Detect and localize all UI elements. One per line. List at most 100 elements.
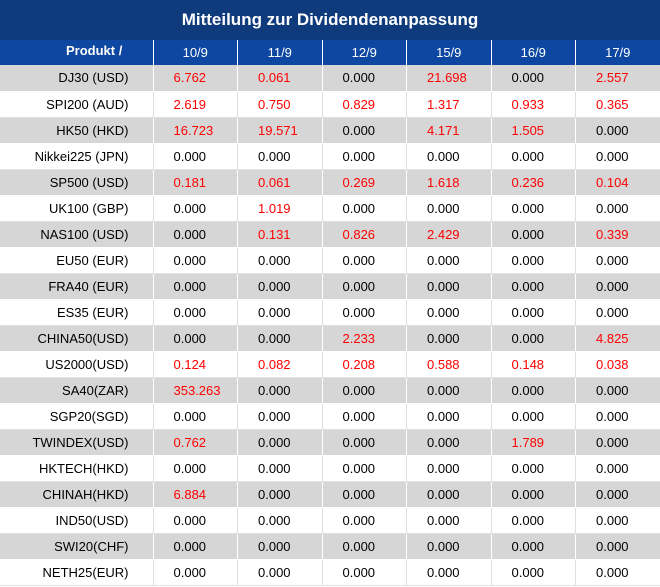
- table-body: DJ30 (USD) 6.762 0.061 0.000 21.698 0.000 2.55…: [0, 65, 660, 586]
- product-name: EU50 (EUR): [0, 247, 154, 274]
- dividend-value: 21.698: [406, 65, 492, 92]
- header-date: 15/9: [406, 40, 492, 65]
- dividend-value: 0.000: [153, 143, 238, 170]
- dividend-value: 0.000: [153, 299, 238, 326]
- dividend-value: 0.762: [153, 429, 238, 456]
- product-name: HKTECH(HKD): [0, 455, 154, 482]
- dividend-value: 0.000: [491, 377, 576, 404]
- page-title: Mitteilung zur Dividendenanpassung: [0, 0, 660, 40]
- header-date: 11/9: [237, 40, 323, 65]
- product-name: TWINDEX(USD): [0, 429, 154, 456]
- dividend-value: 0.000: [237, 455, 323, 482]
- dividend-value: 0.000: [575, 117, 660, 144]
- dividend-value: 0.000: [153, 247, 238, 274]
- dividend-value: 4.825: [575, 325, 660, 352]
- product-name: US2000(USD): [0, 351, 154, 378]
- dividend-value: 1.019: [237, 195, 323, 222]
- table-row: IND50(USD) 0.000 0.000 0.000 0.000 0.000 0.000: [0, 507, 660, 534]
- product-name: IND50(USD): [0, 507, 154, 534]
- dividend-value: 0.588: [406, 351, 492, 378]
- product-name: SPI200 (AUD): [0, 91, 154, 118]
- header-date: 16/9: [491, 40, 576, 65]
- dividend-value: 0.000: [406, 559, 492, 586]
- table-row: CHINAH(HKD) 6.884 0.000 0.000 0.000 0.000 0.00…: [0, 481, 660, 508]
- dividend-value: 0.000: [322, 455, 407, 482]
- dividend-value: 0.000: [491, 507, 576, 534]
- dividend-value: 0.365: [575, 91, 660, 118]
- dividend-value: 0.000: [237, 429, 323, 456]
- dividend-value: 4.171: [406, 117, 492, 144]
- dividend-value: 0.131: [237, 221, 323, 248]
- table-row: FRA40 (EUR) 0.000 0.000 0.000 0.000 0.000 0.00…: [0, 273, 660, 300]
- dividend-value: 0.750: [237, 91, 323, 118]
- product-name: SWI20(CHF): [0, 533, 154, 560]
- product-name: NETH25(EUR): [0, 559, 154, 586]
- table-row: HKTECH(HKD) 0.000 0.000 0.000 0.000 0.000 0.00…: [0, 455, 660, 482]
- product-name: SP500 (USD): [0, 169, 154, 196]
- dividend-value: 0.000: [491, 455, 576, 482]
- dividend-value: 1.618: [406, 169, 492, 196]
- dividend-value: 0.000: [406, 325, 492, 352]
- dividend-value: 0.000: [491, 143, 576, 170]
- product-name: SGP20(SGD): [0, 403, 154, 430]
- dividend-value: 0.104: [575, 169, 660, 196]
- dividend-value: 0.000: [153, 273, 238, 300]
- dividend-value: 0.000: [491, 533, 576, 560]
- product-name: ES35 (EUR): [0, 299, 154, 326]
- dividend-value: 19.571: [237, 117, 323, 144]
- dividend-value: 0.000: [575, 481, 660, 508]
- dividend-value: 0.826: [322, 221, 407, 248]
- dividend-value: 0.000: [491, 299, 576, 326]
- dividend-value: 0.000: [237, 377, 323, 404]
- dividend-value: 0.000: [491, 403, 576, 430]
- dividend-value: 0.000: [237, 273, 323, 300]
- dividend-value: 0.000: [406, 273, 492, 300]
- dividend-value: 1.505: [491, 117, 576, 144]
- header-date: 10/9: [153, 40, 238, 65]
- dividend-value: 353.263: [153, 377, 238, 404]
- dividend-value: 1.789: [491, 429, 576, 456]
- dividend-value: 0.000: [237, 325, 323, 352]
- table-row: SGP20(SGD) 0.000 0.000 0.000 0.000 0.000 0.000: [0, 403, 660, 430]
- table-row: Nikkei225 (JPN) 0.000 0.000 0.000 0.000 0.000…: [0, 143, 660, 170]
- header-date: 12/9: [322, 40, 407, 65]
- dividend-value: 0.000: [322, 299, 407, 326]
- dividend-value: 0.000: [322, 273, 407, 300]
- dividend-value: 0.000: [575, 299, 660, 326]
- dividend-value: 0.000: [237, 247, 323, 274]
- dividend-value: 0.038: [575, 351, 660, 378]
- dividend-value: 0.000: [153, 533, 238, 560]
- table-row: NAS100 (USD) 0.000 0.131 0.826 2.429 0.000 0.3…: [0, 221, 660, 248]
- dividend-value: 0.000: [153, 221, 238, 248]
- dividend-value: 0.000: [322, 143, 407, 170]
- dividend-value: 0.000: [322, 117, 407, 144]
- table-row: TWINDEX(USD) 0.762 0.000 0.000 0.000 1.789 0.0…: [0, 429, 660, 456]
- dividend-value: 0.000: [575, 429, 660, 456]
- table-row: ES35 (EUR) 0.000 0.000 0.000 0.000 0.000 0.000: [0, 299, 660, 326]
- dividend-value: 6.762: [153, 65, 238, 92]
- dividend-value: 0.061: [237, 169, 323, 196]
- dividend-value: 0.000: [406, 455, 492, 482]
- dividend-value: 0.000: [153, 455, 238, 482]
- product-name: CHINAH(HKD): [0, 481, 154, 508]
- table-row: EU50 (EUR) 0.000 0.000 0.000 0.000 0.000 0.000: [0, 247, 660, 274]
- dividend-value: 0.000: [322, 377, 407, 404]
- dividend-value: 0.000: [575, 195, 660, 222]
- dividend-value: 0.000: [322, 507, 407, 534]
- dividend-value: 0.148: [491, 351, 576, 378]
- dividend-value: 6.884: [153, 481, 238, 508]
- table-row: SWI20(CHF) 0.000 0.000 0.000 0.000 0.000 0.000: [0, 533, 660, 560]
- product-name: DJ30 (USD): [0, 65, 154, 92]
- dividend-value: 0.000: [491, 247, 576, 274]
- dividend-value: 0.339: [575, 221, 660, 248]
- dividend-value: 0.082: [237, 351, 323, 378]
- dividend-value: 0.000: [322, 533, 407, 560]
- dividend-value: 0.000: [406, 429, 492, 456]
- dividend-value: 0.000: [322, 247, 407, 274]
- dividend-value: 0.000: [237, 533, 323, 560]
- dividend-value: 0.181: [153, 169, 238, 196]
- dividend-value: 16.723: [153, 117, 238, 144]
- product-name: HK50 (HKD): [0, 117, 154, 144]
- dividend-value: 2.233: [322, 325, 407, 352]
